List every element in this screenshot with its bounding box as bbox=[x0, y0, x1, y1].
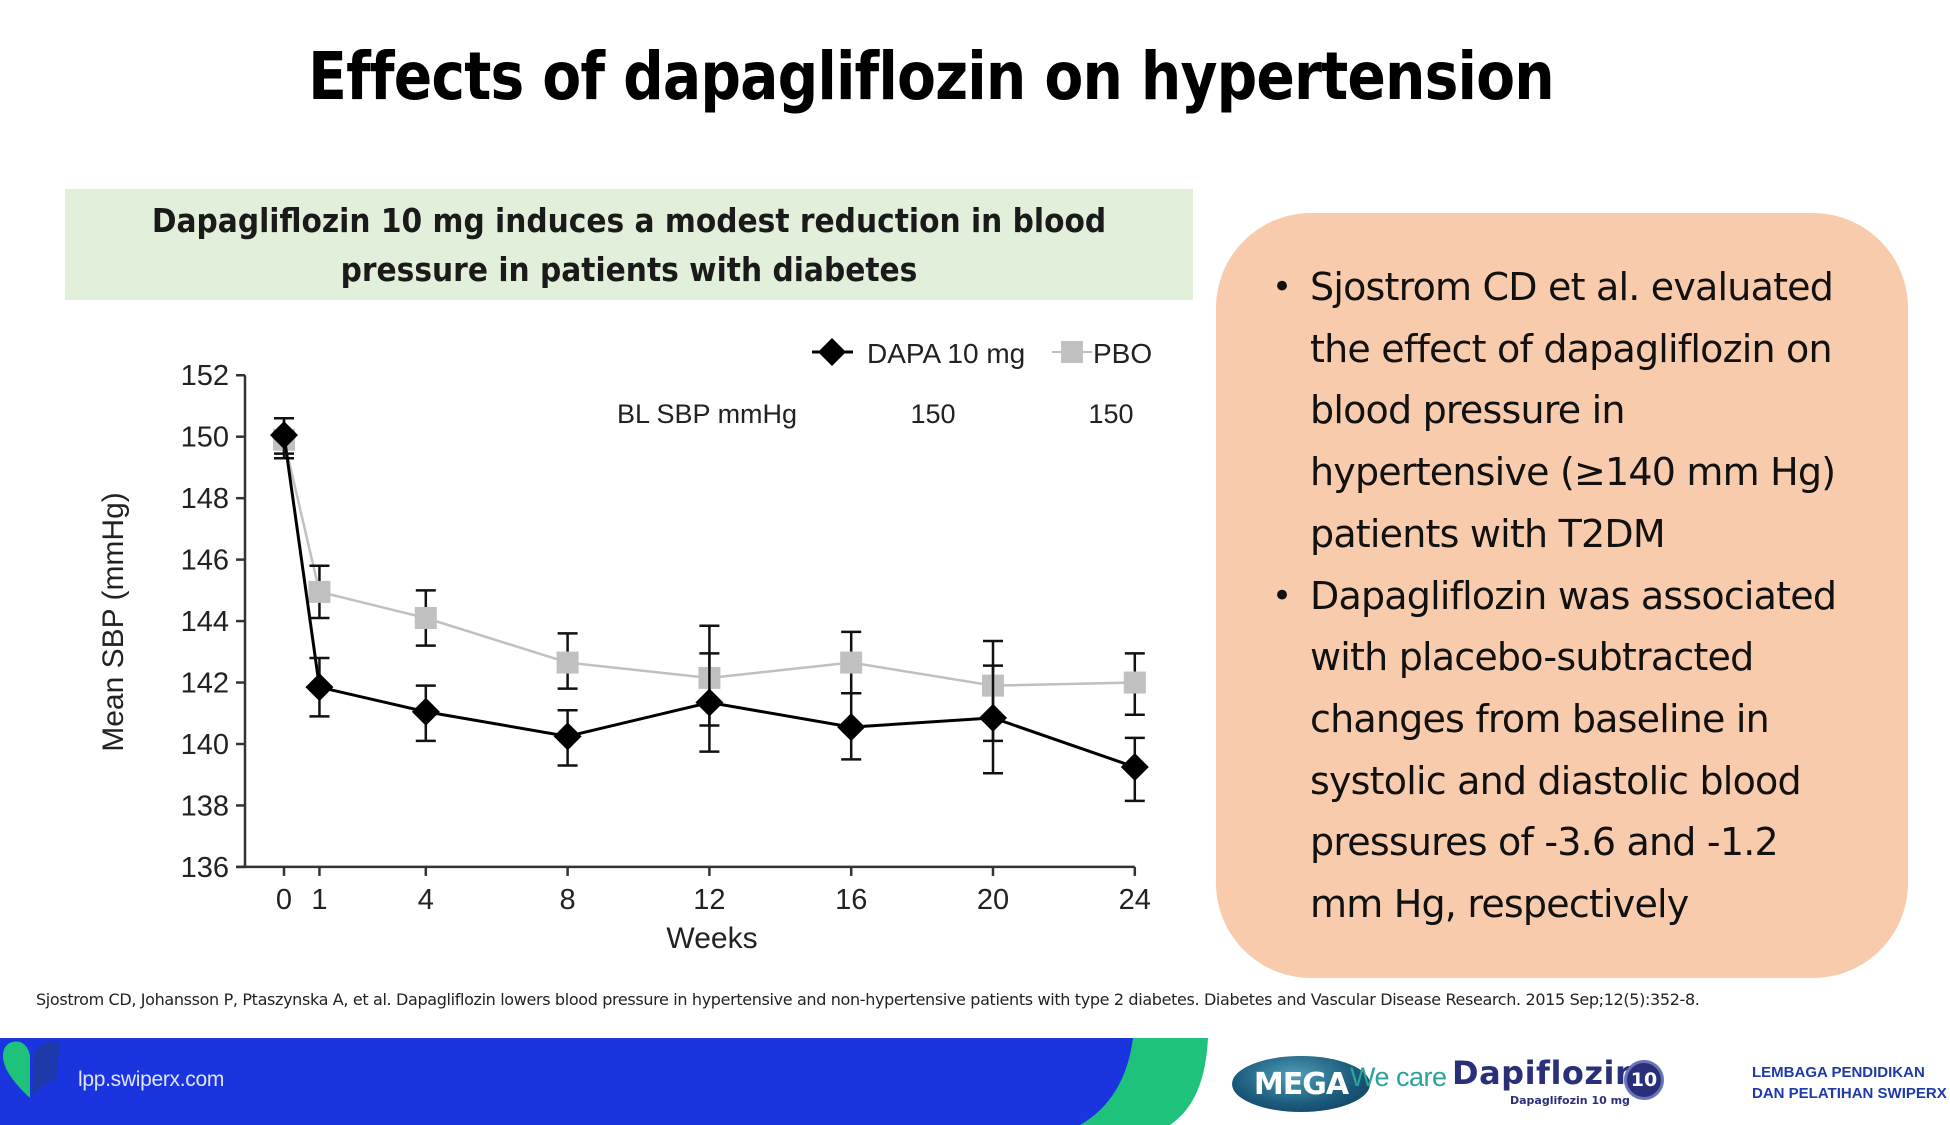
data-point-dapa bbox=[695, 688, 724, 717]
footer-bar: lpp.swiperx.com MEGA We care Dapiflozin … bbox=[0, 1038, 1950, 1125]
key-finding-line: hypertensive (≥140 mm Hg) bbox=[1310, 450, 1836, 495]
key-findings-list: • Sjostrom CD et al. evaluated the effect … bbox=[1272, 257, 1868, 936]
y-tick-label: 152 bbox=[181, 360, 229, 392]
legend-dapa-label: DAPA 10 mg bbox=[867, 338, 1025, 369]
data-point-pbo bbox=[414, 607, 437, 630]
lpp-swiperx-logo-text: LEMBAGA PENDIDIKAN DAN PELATIHAN SWIPERX bbox=[1752, 1062, 1947, 1104]
baseline-dapa-value: 150 bbox=[910, 399, 955, 429]
baseline-row: BL SBP mmHg 150 150 bbox=[617, 399, 1134, 429]
baseline-label: BL SBP mmHg bbox=[617, 399, 797, 429]
data-point-dapa bbox=[979, 703, 1007, 732]
x-tick-label: 20 bbox=[977, 884, 1009, 916]
lpp-line-2: DAN PELATIHAN SWIPERX bbox=[1752, 1085, 1947, 1102]
subtitle-text: Dapagliflozin 10 mg induces a modest red… bbox=[134, 196, 1124, 294]
mega-logo: MEGA bbox=[1232, 1056, 1370, 1112]
data-point-pbo bbox=[308, 580, 331, 603]
subtitle-band: Dapagliflozin 10 mg induces a modest red… bbox=[65, 189, 1193, 300]
data-point-pbo bbox=[1123, 671, 1146, 694]
y-tick-label: 138 bbox=[181, 790, 229, 822]
key-finding-line: patients with T2DM bbox=[1310, 511, 1666, 556]
slide-title: Effects of dapagliflozin on hypertension bbox=[308, 38, 1554, 115]
chart-series bbox=[270, 417, 1149, 803]
lpp-line-1: LEMBAGA PENDIDIKAN bbox=[1752, 1064, 1925, 1081]
y-tick-label: 146 bbox=[181, 545, 229, 577]
y-tick-label: 148 bbox=[181, 483, 229, 515]
y-tick-label: 150 bbox=[181, 422, 229, 454]
footer-blue-band bbox=[0, 1038, 1133, 1125]
x-tick-label: 1 bbox=[311, 884, 327, 916]
key-finding-line: systolic and diastolic blood bbox=[1310, 758, 1802, 803]
dose-badge-10: 10 bbox=[1624, 1060, 1664, 1100]
data-point-pbo bbox=[556, 651, 579, 674]
footer-url-link[interactable]: lpp.swiperx.com bbox=[78, 1068, 225, 1091]
key-finding-line: changes from baseline in bbox=[1310, 696, 1770, 741]
data-point-pbo bbox=[840, 651, 863, 674]
data-point-dapa bbox=[837, 713, 866, 742]
series-line bbox=[282, 434, 1136, 769]
x-tick-label: 12 bbox=[693, 884, 725, 916]
subtitle-line-1: Dapagliflozin 10 mg induces a modest red… bbox=[151, 200, 1107, 240]
x-tick-label: 24 bbox=[1119, 884, 1151, 916]
legend: DAPA 10 mg PBO bbox=[812, 338, 1152, 369]
key-finding-line: Dapagliflozin was associated bbox=[1310, 573, 1837, 618]
reference-citation: Sjostrom CD, Johansson P, Ptaszynska A, … bbox=[36, 990, 1700, 1009]
y-tick-label: 140 bbox=[181, 729, 229, 761]
data-point-dapa bbox=[1120, 753, 1149, 782]
key-finding-line: Sjostrom CD et al. evaluated bbox=[1310, 265, 1834, 309]
data-point-dapa bbox=[305, 673, 334, 702]
heart-book-icon bbox=[2, 1040, 60, 1098]
dapiflozin-logo-subtitle: Dapaglifozin 10 mg bbox=[1510, 1094, 1630, 1107]
dapiflozin-logo: Dapiflozin bbox=[1452, 1054, 1639, 1092]
x-tick-label: 4 bbox=[418, 884, 434, 916]
footer-shapes bbox=[0, 1038, 1208, 1125]
y-axis-label: Mean SBP (mmHg) bbox=[97, 492, 130, 752]
we-care-tagline: We care bbox=[1350, 1062, 1447, 1092]
data-point-dapa bbox=[270, 421, 298, 450]
legend-pbo-label: PBO bbox=[1093, 338, 1152, 369]
y-tick-label: 142 bbox=[181, 668, 229, 700]
x-tick-label: 16 bbox=[835, 884, 867, 916]
key-finding-line: pressures of -3.6 and -1.2 bbox=[1310, 820, 1779, 865]
baseline-pbo-value: 150 bbox=[1088, 399, 1133, 429]
key-finding-line: blood pressure in bbox=[1310, 388, 1625, 433]
x-axis-label: Weeks bbox=[666, 922, 757, 955]
data-point-dapa bbox=[553, 722, 582, 751]
bullet-icon: • bbox=[1272, 267, 1292, 307]
bullet-icon: • bbox=[1272, 575, 1292, 616]
key-finding-item: • Dapagliflozin was associated with placeb… bbox=[1272, 566, 1868, 936]
key-finding-line: mm Hg, respectively bbox=[1310, 882, 1689, 927]
legend-dapa-marker bbox=[818, 338, 846, 366]
x-tick-label: 8 bbox=[560, 884, 576, 916]
key-finding-item: • Sjostrom CD et al. evaluated the effect … bbox=[1272, 257, 1868, 566]
data-point-dapa bbox=[411, 697, 440, 726]
key-finding-line: with placebo-subtracted bbox=[1310, 635, 1754, 680]
y-tick-label: 136 bbox=[181, 852, 229, 884]
y-tick-label: 144 bbox=[181, 606, 229, 638]
key-findings-callout: • Sjostrom CD et al. evaluated the effect … bbox=[1216, 213, 1908, 978]
series-line bbox=[282, 439, 1135, 687]
legend-pbo-marker bbox=[1061, 341, 1083, 363]
key-finding-line: the effect of dapagliflozin on bbox=[1310, 326, 1833, 371]
subtitle-line-2: pressure in patients with diabetes bbox=[340, 249, 918, 289]
x-tick-label: 0 bbox=[276, 884, 292, 916]
series-dapa bbox=[270, 417, 1149, 803]
